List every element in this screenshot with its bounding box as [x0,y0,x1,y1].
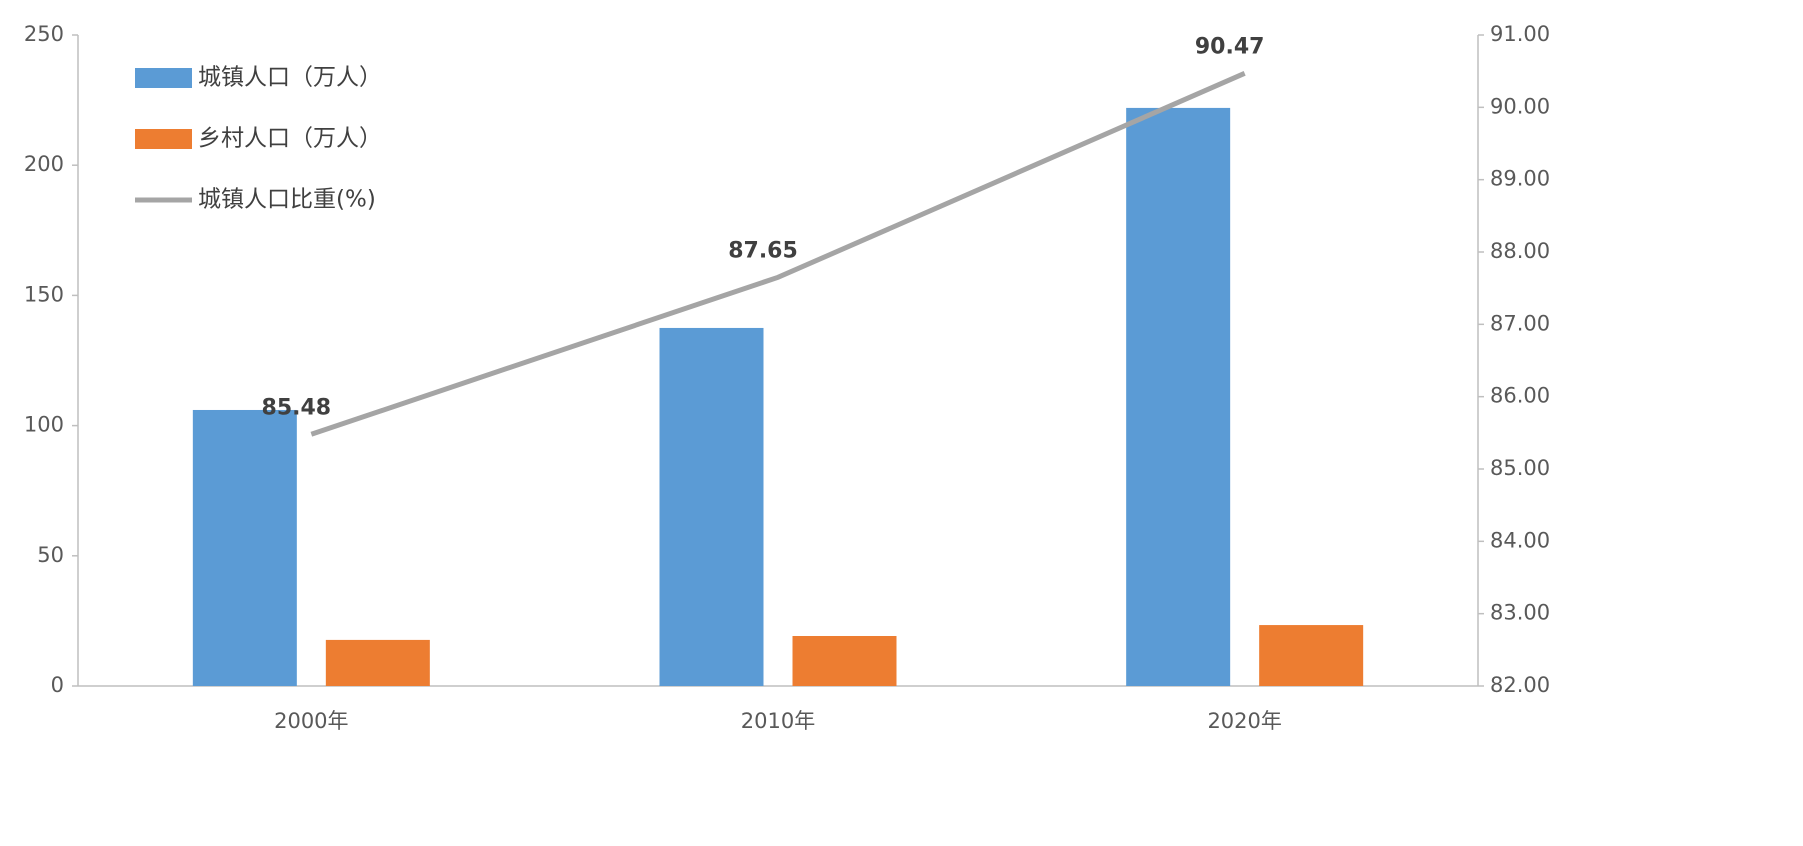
line [310,71,1246,437]
legend-marker [135,68,192,88]
y2-tick-label: 86.00 [1490,384,1550,408]
y-tick-label: 0 [51,673,64,697]
y-tick-label: 100 [24,413,64,437]
y2-tick-label: 89.00 [1490,167,1550,191]
y2-tick-label: 84.00 [1490,528,1550,552]
data-label: 90.47 [1195,34,1265,59]
bar [1126,107,1231,687]
legend-label: 乡村人口（万人） [198,126,382,152]
bar [792,636,897,686]
legend-label: 城镇人口（万人） [198,65,382,91]
y2-tick-label: 91.00 [1490,22,1550,46]
y2-tick-label: 82.00 [1490,673,1550,697]
y-tick-label: 50 [37,543,64,567]
y2-tick-label: 88.00 [1490,239,1550,263]
bar [192,409,297,686]
legend-label: 城镇人口比重(%) [198,187,376,213]
y-tick-label: 150 [24,282,64,306]
y-tick-label: 250 [24,22,64,46]
bar [325,639,430,686]
data-label: 87.65 [728,238,798,263]
legend-marker [135,129,192,149]
x-tick-label: 2000年 [274,709,348,733]
data-label: 85.48 [262,395,332,420]
bar [1259,625,1364,686]
x-tick-label: 2020年 [1207,709,1281,733]
y2-tick-label: 85.00 [1490,456,1550,480]
bar [659,327,764,686]
y-tick-label: 200 [24,152,64,176]
x-tick-label: 2010年 [741,709,815,733]
y2-tick-label: 87.00 [1490,311,1550,335]
y2-tick-label: 83.00 [1490,601,1550,625]
y2-tick-label: 90.00 [1490,94,1550,118]
